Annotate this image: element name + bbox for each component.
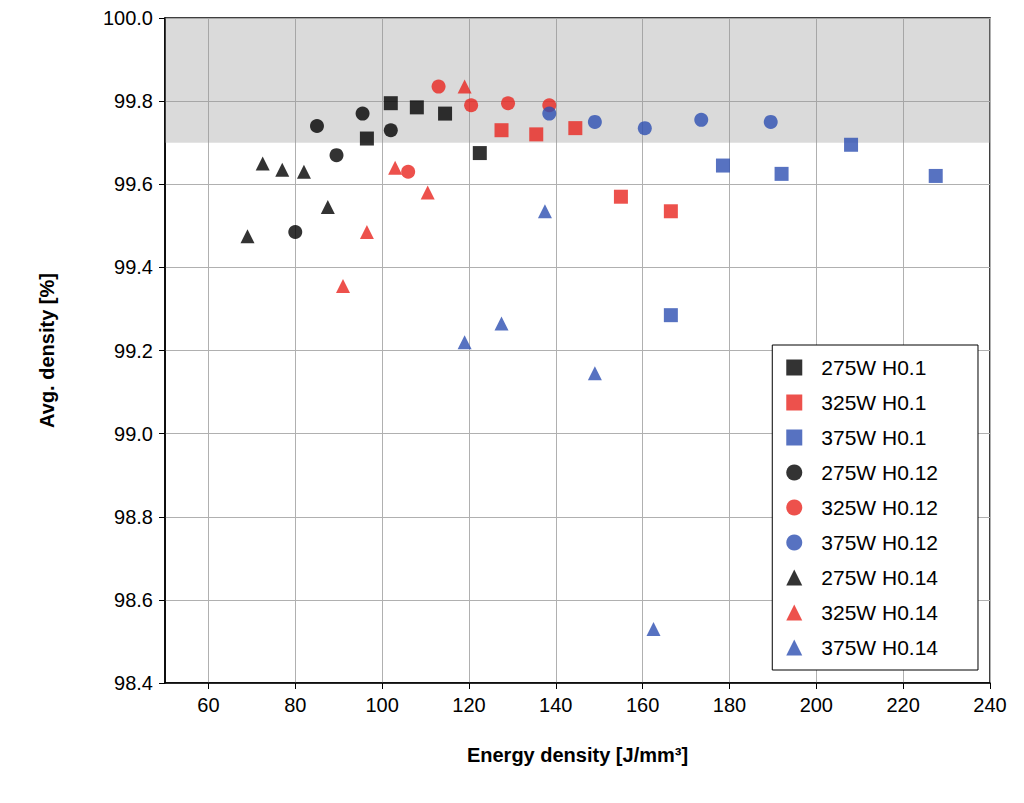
svg-text:Avg. density [%]: Avg. density [%] [36, 273, 58, 428]
svg-text:100.0: 100.0 [103, 7, 153, 29]
svg-text:140: 140 [539, 694, 572, 716]
svg-text:120: 120 [452, 694, 485, 716]
svg-text:325W H0.14: 325W H0.14 [821, 601, 938, 624]
svg-text:275W H0.14: 275W H0.14 [821, 566, 938, 589]
svg-text:325W H0.12: 325W H0.12 [821, 496, 938, 519]
svg-text:99.0: 99.0 [114, 423, 153, 445]
svg-text:80: 80 [284, 694, 306, 716]
svg-text:375W H0.1: 375W H0.1 [821, 426, 926, 449]
svg-text:60: 60 [197, 694, 219, 716]
svg-text:325W H0.1: 325W H0.1 [821, 391, 926, 414]
svg-text:220: 220 [886, 694, 919, 716]
svg-text:98.4: 98.4 [114, 672, 153, 694]
svg-text:275W H0.12: 275W H0.12 [821, 461, 938, 484]
svg-text:375W H0.12: 375W H0.12 [821, 531, 938, 554]
svg-text:99.8: 99.8 [114, 90, 153, 112]
svg-text:99.4: 99.4 [114, 256, 153, 278]
svg-text:375W H0.14: 375W H0.14 [821, 636, 938, 659]
svg-text:200: 200 [800, 694, 833, 716]
svg-text:240: 240 [973, 694, 1006, 716]
svg-text:275W H0.1: 275W H0.1 [821, 356, 926, 379]
svg-text:100: 100 [365, 694, 398, 716]
svg-text:99.6: 99.6 [114, 173, 153, 195]
svg-text:98.6: 98.6 [114, 589, 153, 611]
svg-text:160: 160 [626, 694, 659, 716]
svg-text:180: 180 [713, 694, 746, 716]
svg-text:Energy density [J/mm³]: Energy density [J/mm³] [467, 744, 688, 766]
svg-text:98.8: 98.8 [114, 506, 153, 528]
svg-text:99.2: 99.2 [114, 340, 153, 362]
